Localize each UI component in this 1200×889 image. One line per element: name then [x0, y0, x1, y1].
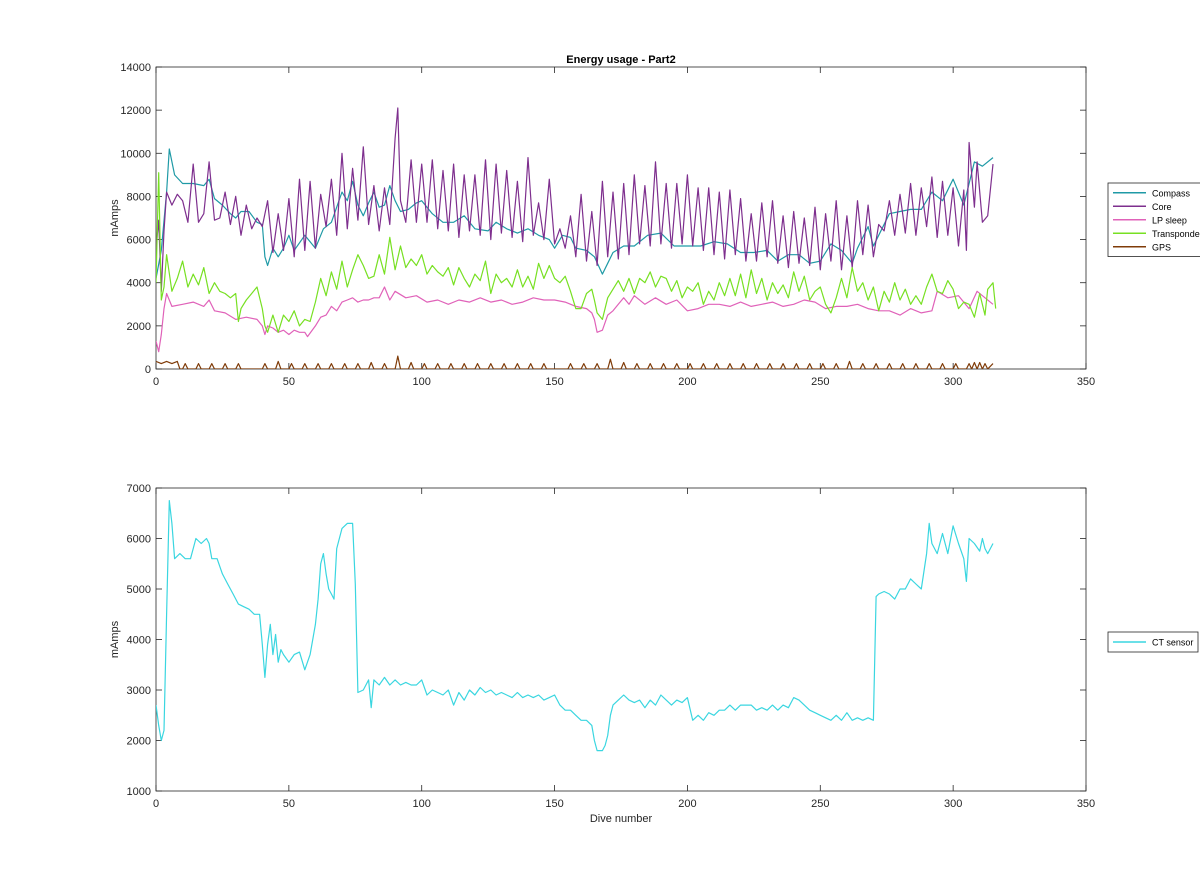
y-tick-label: 1000	[127, 786, 151, 798]
x-tick-label: 350	[1077, 798, 1095, 810]
y-tick-label: 2000	[127, 736, 151, 748]
y-tick-label: 12000	[120, 105, 151, 117]
legend-label: LP sleep	[1152, 215, 1187, 225]
legend: Compass Core LP sleep Transponder GPS	[1107, 182, 1200, 257]
x-axis-label: Dive number	[590, 813, 653, 825]
x-tick-label: 200	[678, 798, 696, 810]
x-tick-label: 250	[811, 798, 829, 810]
chart-2: 0 50 100 150 200 250 300 350 1000 2000 3000 4000 500…	[109, 483, 1199, 825]
legend: CT sensor	[1107, 631, 1199, 653]
y-axis-label: mAmps	[109, 199, 121, 237]
x-tick-label: 300	[944, 798, 962, 810]
x-tick-label: 200	[678, 376, 696, 388]
y-tick-label: 10000	[120, 148, 151, 160]
y-tick-label: 3000	[127, 685, 151, 697]
series-line-transponder	[156, 172, 997, 333]
legend-label: GPS	[1152, 242, 1171, 252]
y-tick-label: 6000	[127, 534, 151, 546]
chart-title: Energy usage - Part2	[566, 54, 675, 66]
legend-box	[1107, 631, 1199, 653]
legend-label: CT sensor	[1152, 638, 1193, 648]
series-line-compass	[156, 148, 994, 279]
y-tick-label: 6000	[127, 235, 151, 247]
legend-label: Compass	[1152, 188, 1191, 198]
x-tick-label: 0	[153, 376, 159, 388]
x-tick-label: 50	[283, 798, 295, 810]
y-tick-label: 4000	[127, 635, 151, 647]
series-line-gps	[156, 355, 994, 369]
y-axis-label: mAmps	[109, 620, 121, 658]
x-tick-label: 300	[944, 376, 962, 388]
x-tick-label: 150	[545, 798, 563, 810]
x-tick-label: 50	[283, 376, 295, 388]
y-tick-label: 8000	[127, 191, 151, 203]
series-line-ct-sensor	[156, 500, 994, 752]
x-tick-label: 100	[413, 798, 431, 810]
plot-area	[155, 487, 1087, 792]
y-tick-label: 14000	[120, 62, 151, 74]
y-tick-label: 0	[145, 364, 151, 376]
chart-1: 0 50 100 150 200 250 300 350 0 2000 4000 6000 8000 10…	[109, 54, 1200, 388]
y-tick-label: 5000	[127, 584, 151, 596]
legend-label: Core	[1152, 202, 1172, 212]
x-tick-label: 0	[153, 798, 159, 810]
legend-label: Transponder	[1152, 229, 1200, 239]
x-tick-label: 100	[413, 376, 431, 388]
x-tick-label: 150	[545, 376, 563, 388]
y-tick-label: 2000	[127, 321, 151, 333]
x-tick-label: 250	[811, 376, 829, 388]
y-tick-label: 4000	[127, 278, 151, 290]
x-tick-label: 350	[1077, 376, 1095, 388]
y-tick-label: 7000	[127, 483, 151, 495]
series-line-core	[156, 107, 994, 292]
